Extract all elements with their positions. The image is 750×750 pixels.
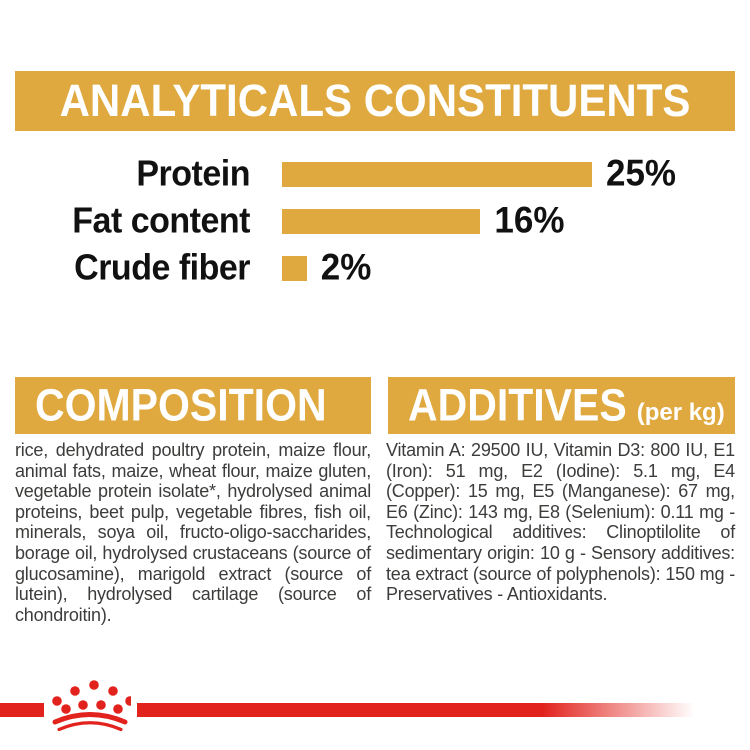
chart-value-label: 2% [320, 247, 372, 288]
additives-body: Vitamin A: 29500 IU, Vitamin D3: 800 IU,… [386, 440, 735, 605]
analyticals-chart: Protein 25% Fat content 16% Crude fiber 2% [0, 151, 750, 292]
composition-header: COMPOSITION [15, 377, 371, 434]
chart-bar [282, 255, 307, 281]
chart-row: Crude fiber 2% [0, 245, 750, 291]
chart-row: Fat content 16% [0, 198, 750, 244]
composition-body: rice, dehydrated poultry protein, maize … [15, 440, 371, 625]
additives-header: ADDITIVES (per kg) [388, 377, 735, 434]
brand-stripe-left [0, 703, 44, 717]
brand-stripe-right [137, 703, 700, 717]
chart-value-label: 16% [494, 200, 565, 241]
additives-per-kg-label: (per kg) [636, 399, 725, 426]
chart-bar [282, 208, 481, 234]
chart-row: Protein 25% [0, 151, 750, 197]
chart-bar [282, 161, 592, 187]
additives-title: ADDITIVES [408, 379, 627, 431]
chart-value-label: 25% [606, 153, 677, 194]
chart-category-label: Fat content [72, 200, 250, 241]
crown-logo-icon [52, 680, 131, 732]
chart-category-label: Crude fiber [74, 247, 250, 288]
analyticals-title: ANALYTICALS CONSTITUENTS [59, 75, 691, 126]
analyticals-banner: ANALYTICALS CONSTITUENTS [15, 71, 735, 131]
composition-title: COMPOSITION [35, 379, 327, 431]
chart-category-label: Protein [136, 153, 250, 194]
